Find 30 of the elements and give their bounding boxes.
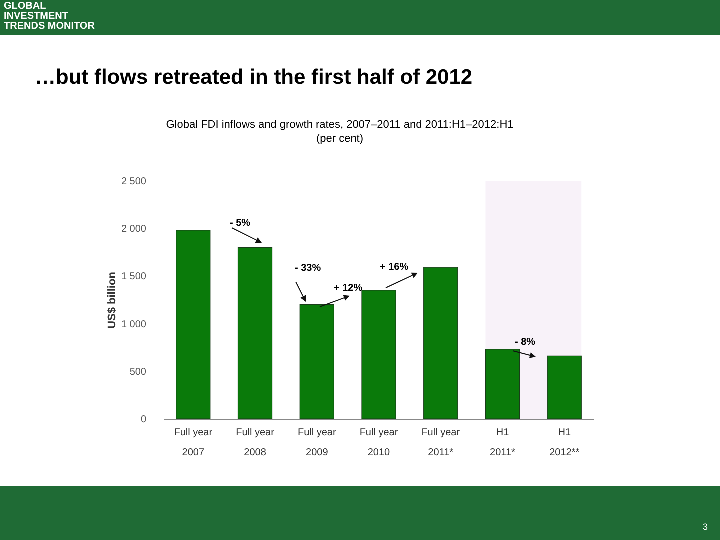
bar	[485, 349, 520, 420]
annotation: + 16%	[380, 262, 409, 273]
chart-title: …but flows retreated in the first half of 2012	[35, 66, 473, 90]
y-tick-label: 500	[130, 366, 147, 378]
text: 3	[702, 522, 708, 532]
annotation: - 5%	[230, 218, 251, 229]
y-tick-label: 1 000	[121, 319, 147, 330]
x-tick-label: Full year 2008	[236, 428, 276, 458]
annotation: + 12%	[334, 283, 363, 294]
x-tick-label: H1 2011*	[490, 428, 516, 458]
x-tick-label: Full year 2011*	[422, 428, 461, 458]
text: GLOBAL INVESTMENT TRENDS MONITOR	[4, 1, 95, 32]
bar	[547, 356, 582, 420]
x-tick-label: Full year 2010	[360, 428, 399, 458]
annotation: - 8%	[515, 337, 536, 348]
x-tick-label: H1 2012**	[550, 428, 580, 458]
chart-subtitle: Global FDI inflows and growth rates, 2007–2011 and 2011:H1–2012:H1 (per cent)	[165, 118, 515, 146]
bar	[362, 290, 396, 420]
y-axis-title: US$ billion	[106, 272, 118, 329]
x-tick-label: Full year 2007	[174, 428, 214, 458]
y-tick-label: 2 000	[121, 224, 147, 236]
bar	[300, 304, 334, 420]
y-tick-label: 2 500	[121, 176, 147, 188]
y-tick-label: 0	[140, 414, 147, 426]
x-tick-label: Full year 2009	[298, 428, 337, 458]
bar	[238, 247, 273, 420]
y-tick-label: 1 500	[121, 272, 147, 283]
bar	[176, 230, 211, 420]
bar	[424, 267, 458, 420]
annotation: - 33%	[295, 263, 322, 274]
